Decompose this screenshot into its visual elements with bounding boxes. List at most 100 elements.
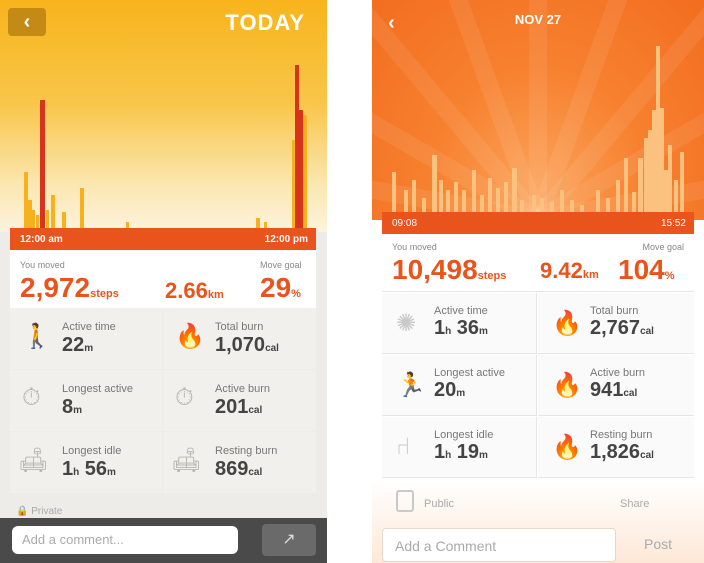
activity-bar [472, 170, 476, 212]
distance-value: 2.66km [165, 278, 224, 303]
running-person-icon: 🏃 [396, 372, 426, 399]
activity-bar [570, 200, 574, 212]
lock-icon [396, 490, 414, 512]
activity-bar [656, 46, 660, 212]
share-button[interactable]: Share [620, 498, 650, 510]
activity-bar [62, 212, 66, 230]
activity-bar [412, 180, 416, 212]
activity-bar [480, 195, 484, 212]
activity-bar [550, 202, 554, 212]
activity-bar [616, 180, 620, 212]
activity-bar [674, 180, 678, 212]
activity-bar [24, 172, 28, 230]
activity-bar [303, 115, 307, 230]
stat-active-burn[interactable]: ⏱ Active burn 201cal [163, 370, 316, 431]
activity-bar-graph [24, 65, 307, 230]
activity-bar [520, 200, 524, 212]
time-range-bar: 12:00 am 12:00 pm [10, 228, 316, 250]
moved-label: You moved [20, 260, 65, 270]
activity-bar [488, 178, 492, 212]
comment-input[interactable]: Add a comment... [12, 526, 238, 554]
activity-bar [80, 188, 84, 230]
stat-active-time[interactable]: 🚶 Active time 22m [10, 308, 162, 369]
sofa-timer-icon: 🛋 [18, 447, 49, 474]
activity-bar [668, 145, 672, 212]
activity-bar [32, 210, 35, 230]
activity-bar [439, 180, 443, 212]
flame-icon: 🔥 [175, 323, 205, 350]
activity-bar [648, 130, 652, 212]
sofa-flame-icon: 🛋 [171, 447, 202, 474]
activity-bar [504, 182, 508, 212]
back-button[interactable]: ‹ [388, 12, 395, 35]
time-start: 09:08 [392, 218, 418, 229]
activity-bar [36, 215, 39, 230]
stat-longest-active[interactable]: ⏱ Longest active 8m [10, 370, 162, 431]
activity-bar [126, 222, 129, 230]
activity-bar [292, 140, 295, 230]
goal-label: Move goal [260, 260, 302, 270]
stat-total-burn[interactable]: 🔥 Total burn 2,767cal [538, 293, 694, 354]
goal-label: Move goal [642, 242, 684, 252]
activity-bar [462, 190, 466, 212]
stat-resting-burn[interactable]: 🔥 Resting burn 1,826cal [538, 417, 694, 478]
activity-bar [624, 158, 628, 212]
flame-icon: 🔥 [552, 434, 582, 461]
activity-bar [512, 168, 517, 212]
activity-bar [264, 222, 267, 230]
stat-active-time[interactable]: ✺ Active time 1h 36m [382, 293, 537, 354]
activity-bar [606, 198, 610, 212]
time-end: 12:00 pm [264, 234, 308, 245]
activity-bar [256, 218, 260, 230]
time-start: 12:00 am [20, 234, 63, 245]
activity-bar [638, 158, 643, 212]
activity-bar [532, 195, 536, 212]
comment-input[interactable]: Add a Comment [382, 528, 616, 562]
share-icon: ↗ [282, 531, 296, 548]
goal-value: 104% [618, 254, 675, 285]
activity-bar [299, 110, 303, 230]
activity-bar [496, 188, 500, 212]
summary-card: You moved 2,972steps 2.66km Move goal 29… [10, 250, 316, 308]
summary-card: You moved 10,498steps 9.42km Move goal 1… [382, 234, 694, 292]
nov27-screen: ‹ NOV 27 [372, 0, 704, 563]
chevron-left-icon: ‹ [23, 11, 31, 33]
activity-bar [580, 205, 584, 212]
activity-bar [644, 138, 648, 212]
stat-longest-idle[interactable]: 🛋 Longest idle 1h 56m [10, 432, 162, 493]
stat-longest-active[interactable]: 🏃 Longest active 20m [382, 355, 537, 416]
stat-active-burn[interactable]: 🔥 Active burn 941cal [538, 355, 694, 416]
privacy-toggle[interactable]: 🔒 Private [16, 506, 63, 517]
activity-bar [560, 190, 564, 212]
activity-bar [295, 65, 299, 230]
activity-bar-graph [392, 46, 684, 212]
chair-icon: ⑁ [396, 433, 411, 460]
stat-resting-burn[interactable]: 🛋 Resting burn 869cal [163, 432, 316, 493]
today-screen: ‹ TODAY 12:00 am 12:00 pm You moved 2,97… [0, 0, 327, 563]
chevron-left-icon: ‹ [388, 12, 395, 34]
activity-bar [660, 108, 664, 212]
active-burn-icon: ⏱ [175, 384, 194, 411]
stat-longest-idle[interactable]: ⑁ Longest idle 1h 19m [382, 417, 537, 478]
privacy-toggle[interactable]: Public [424, 498, 454, 510]
activity-bar [46, 210, 49, 230]
post-button[interactable]: Post [644, 536, 673, 552]
flame-icon: 🔥 [552, 372, 582, 399]
back-button[interactable]: ‹ [8, 8, 46, 36]
time-range-bar: 09:08 15:52 [382, 212, 694, 234]
activity-bar [652, 110, 656, 212]
activity-bar [51, 195, 55, 230]
page-title: NOV 27 [514, 12, 562, 27]
activity-bar [432, 155, 437, 212]
activity-bar [540, 198, 544, 212]
activity-bar [680, 152, 684, 212]
activity-bar [596, 190, 600, 212]
sparkle-icon: ✺ [396, 310, 417, 337]
walking-timer-icon: ⏱ [22, 384, 41, 411]
lock-icon: 🔒 [16, 506, 29, 517]
stat-total-burn[interactable]: 🔥 Total burn 1,070cal [163, 308, 316, 369]
steps-value: 10,498steps [392, 254, 507, 285]
share-button[interactable]: ↗ [262, 524, 316, 556]
activity-bar [422, 198, 426, 212]
goal-value: 29% [260, 272, 301, 303]
